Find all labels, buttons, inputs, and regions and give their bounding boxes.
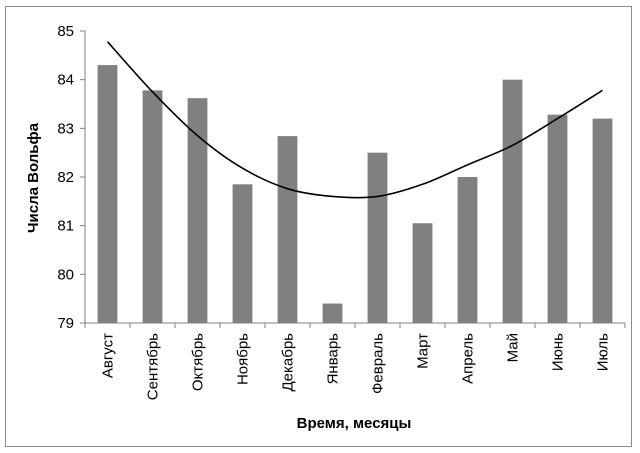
y-tick-label: 83 — [57, 120, 74, 137]
x-tick-label: Февраль — [370, 333, 387, 394]
x-tick-label: Сентябрь — [145, 333, 162, 400]
bar-11 — [547, 114, 568, 323]
y-tick-label: 79 — [57, 315, 74, 332]
bar-10 — [502, 79, 523, 324]
x-tick-label: Январь — [325, 333, 342, 385]
bars-group — [97, 65, 613, 324]
x-tick-label: Октябрь — [190, 333, 207, 391]
bar-5 — [277, 136, 298, 323]
x-tick-label: Август — [100, 333, 117, 378]
x-tick-label: Ноябрь — [235, 333, 252, 385]
bar-3 — [187, 98, 208, 323]
y-tick-label: 82 — [57, 169, 74, 186]
y-axis-title: Числа Вольфа — [25, 122, 42, 233]
y-tick-label: 80 — [57, 266, 74, 283]
x-tick-label: Май — [505, 333, 522, 362]
bar-9 — [457, 177, 478, 323]
x-tick-label: Июль — [595, 333, 612, 371]
x-axis-title: Время, месяцы — [297, 415, 412, 432]
x-tick-label: Июнь — [550, 333, 567, 371]
x-tick-label: Апрель — [460, 333, 477, 384]
axes-group — [84, 31, 625, 324]
bar-8 — [412, 223, 433, 323]
y-tick-label: 85 — [57, 23, 74, 40]
x-tick-label: Декабрь — [280, 333, 297, 392]
x-ticks-group: Август Сентябрь Октябрь Ноябрь Декабрь Январь… — [84, 323, 626, 400]
x-tick-label: Март — [415, 333, 432, 369]
y-tick-label: 84 — [57, 72, 74, 89]
y-tick-label: 81 — [57, 218, 74, 235]
bar-1 — [97, 65, 118, 324]
bar-6 — [322, 303, 343, 323]
trend-line — [106, 41, 603, 199]
bar-7 — [367, 152, 388, 323]
bar-4 — [232, 184, 253, 323]
bar-12 — [592, 118, 613, 323]
y-ticks-group: 79 80 81 82 83 84 85 — [57, 23, 85, 332]
bar-2 — [142, 90, 163, 323]
